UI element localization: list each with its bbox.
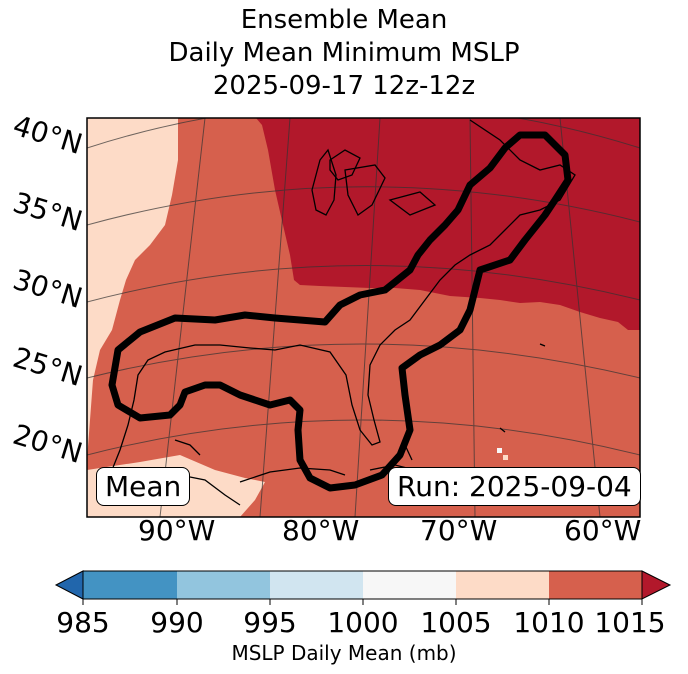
cbar-tick-985: 985: [56, 606, 110, 639]
cbar-1005-1010: [456, 571, 549, 599]
title-line-3: 2025-09-17 12z-12z: [212, 71, 476, 101]
cbar-extend-low: [54, 570, 84, 600]
cbar-1010-1015: [549, 571, 642, 599]
mean-label-box: Mean: [96, 467, 191, 506]
title-line-1: Ensemble Mean: [240, 5, 448, 35]
cbar-985-990: [83, 571, 177, 599]
cbar-tick-1005: 1005: [420, 606, 492, 639]
cbar-995-1000: [270, 571, 363, 599]
cbar-1000-1005: [363, 571, 456, 599]
lon-label-90w: 90°W: [138, 514, 216, 547]
title-line-2: Daily Mean Minimum MSLP: [168, 38, 520, 68]
lon-label-70w: 70°W: [420, 514, 498, 547]
cbar-tick-995: 995: [243, 606, 297, 639]
cbar-tick-990: 990: [150, 606, 204, 639]
run-date-box: Run: 2025-09-04: [388, 467, 641, 506]
colorbar-label: MSLP Daily Mean (mb): [231, 641, 457, 665]
lon-label-60w: 60°W: [564, 514, 642, 547]
cbar-extend-high: [641, 570, 672, 600]
contour-outline: [108, 131, 572, 492]
region-1005-1010-west: [87, 118, 178, 460]
cbar-990-995: [177, 571, 270, 599]
cbar-tick-1000: 1000: [327, 606, 399, 639]
noise-pixel: [497, 448, 502, 453]
map-frame: [86, 117, 641, 518]
cbar-tick-1015: 1015: [594, 606, 666, 639]
noise-pixel: [503, 455, 508, 460]
map-title: Ensemble Mean Daily Mean Minimum MSLP 20…: [0, 4, 688, 103]
lon-label-80w: 80°W: [282, 514, 360, 547]
cbar-tick-1010: 1010: [513, 606, 585, 639]
